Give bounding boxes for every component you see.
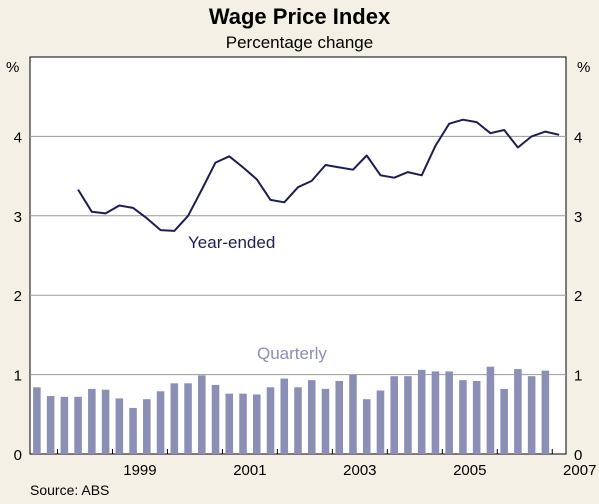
bar	[129, 407, 137, 454]
x-tick-label: 2001	[233, 462, 266, 479]
bar	[184, 383, 192, 454]
bar	[417, 369, 426, 454]
bar	[143, 399, 151, 454]
bar	[33, 387, 41, 454]
y-tick-label-left: 0	[14, 447, 22, 464]
bar	[335, 380, 344, 454]
y-tick-label-right: 4	[574, 129, 582, 146]
x-tick-label: 1999	[123, 462, 156, 479]
bar	[390, 376, 398, 454]
chart-source: Source: ABS	[30, 482, 110, 498]
chart-subtitle: Percentage change	[225, 33, 374, 52]
bar	[266, 387, 275, 454]
y-tick-label-right: 3	[574, 209, 582, 226]
annotation-year-ended: Year-ended	[188, 233, 275, 252]
y-tick-label-left: 1	[14, 368, 22, 385]
bar	[88, 388, 96, 454]
bar	[198, 375, 206, 454]
x-tick-label: 2003	[343, 462, 376, 479]
x-tick-label: 2007	[563, 462, 596, 479]
bar	[445, 371, 453, 454]
bar	[472, 380, 481, 454]
unit-right: %	[577, 59, 590, 76]
bar	[74, 396, 82, 454]
bar	[280, 378, 289, 454]
bar	[60, 396, 69, 454]
bar	[252, 394, 261, 454]
bar	[527, 376, 536, 454]
bar	[170, 383, 179, 454]
bar	[46, 396, 55, 454]
bar	[211, 384, 220, 454]
bar	[115, 398, 124, 454]
bar	[239, 393, 247, 454]
bar	[459, 380, 467, 454]
bar	[362, 399, 371, 454]
y-tick-label-left: 4	[14, 129, 22, 146]
y-tick-label-right: 2	[574, 288, 582, 305]
bar	[294, 387, 302, 454]
bar	[349, 374, 357, 454]
y-tick-label-right: 0	[574, 447, 582, 464]
y-tick-label-left: 2	[14, 288, 22, 305]
y-tick-label-right: 1	[574, 368, 582, 385]
bar	[404, 376, 412, 454]
y-tick-label-left: 3	[14, 209, 22, 226]
x-tick-label: 2005	[453, 462, 486, 479]
bar	[225, 393, 234, 454]
bar	[307, 380, 316, 454]
chart-title: Wage Price Index	[208, 4, 391, 29]
unit-left: %	[6, 59, 19, 76]
bar	[486, 366, 495, 454]
bar	[541, 370, 550, 454]
bar	[514, 369, 522, 454]
bar	[101, 389, 110, 454]
bar	[500, 388, 508, 454]
bar	[321, 388, 330, 454]
annotation-quarterly: Quarterly	[257, 344, 327, 363]
line-year-ended	[77, 118, 560, 232]
bar	[156, 391, 165, 454]
bar	[431, 371, 440, 454]
bar	[376, 390, 385, 454]
